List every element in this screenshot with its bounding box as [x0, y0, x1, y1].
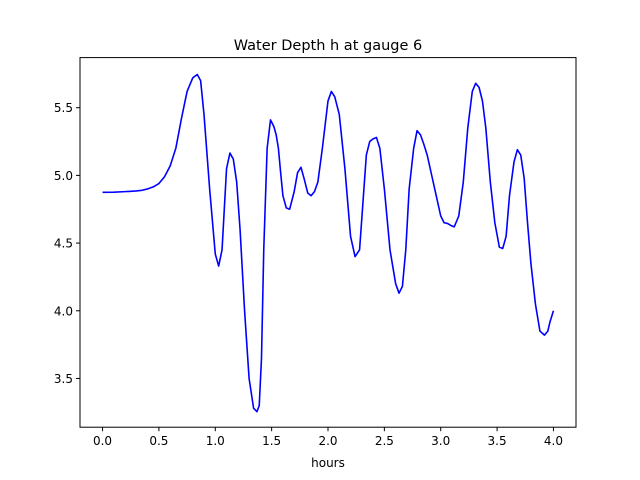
y-tick-label: 4.0 — [54, 304, 73, 318]
x-tick-label: 2.0 — [318, 434, 337, 448]
y-tick-label: 3.5 — [54, 372, 73, 386]
x-tick-label: 1.5 — [262, 434, 281, 448]
plot-area — [102, 73, 555, 413]
axes-frame — [79, 57, 577, 428]
x-axis-ticks: 0.0 0.5 1.0 1.5 2.0 2.5 3.0 3.5 4.0 — [93, 427, 563, 448]
x-axis-label: hours — [311, 456, 345, 470]
x-tick-label: 3.5 — [488, 434, 507, 448]
x-tick-label: 2.5 — [375, 434, 394, 448]
x-tick-label: 4.0 — [544, 434, 563, 448]
y-tick-label: 4.5 — [54, 237, 73, 251]
x-tick-label: 1.0 — [206, 434, 225, 448]
y-tick-label: 5.0 — [54, 169, 73, 183]
x-tick-label: 0.5 — [149, 434, 168, 448]
x-tick-label: 0.0 — [93, 434, 112, 448]
chart-title: Water Depth h at gauge 6 — [234, 38, 422, 54]
y-axis-ticks: 3.5 4.0 4.5 5.0 5.5 — [54, 101, 80, 386]
x-tick-label: 3.0 — [431, 434, 450, 448]
series-line-0 — [102, 73, 555, 413]
y-tick-label: 5.5 — [54, 101, 73, 115]
